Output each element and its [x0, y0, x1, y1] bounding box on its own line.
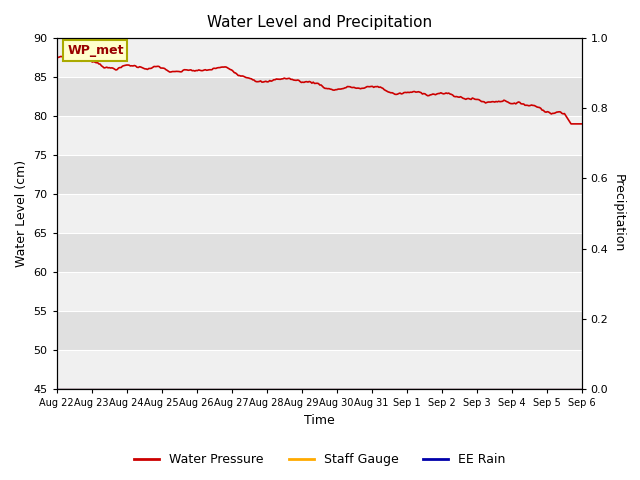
Line: Water Pressure: Water Pressure: [57, 56, 582, 124]
Bar: [57, 350, 582, 389]
Bar: [57, 272, 582, 311]
Water Pressure: [225, 66, 233, 72]
Bar: [57, 38, 582, 77]
Staff Gauge: [435, 386, 442, 392]
Water Pressure: [53, 55, 61, 60]
X-axis label: Time: Time: [304, 414, 335, 427]
EE Rain: [432, 386, 440, 392]
EE Rain: [578, 386, 586, 392]
Title: Water Level and Precipitation: Water Level and Precipitation: [207, 15, 432, 30]
Staff Gauge: [224, 386, 232, 392]
Staff Gauge: [432, 386, 440, 392]
Y-axis label: Water Level (cm): Water Level (cm): [15, 160, 28, 267]
EE Rain: [260, 386, 268, 392]
Bar: [57, 194, 582, 233]
Water Pressure: [567, 121, 575, 127]
Water Pressure: [385, 89, 392, 95]
EE Rain: [383, 386, 390, 392]
Bar: [57, 116, 582, 155]
Water Pressure: [433, 91, 441, 97]
Water Pressure: [436, 91, 444, 96]
EE Rain: [224, 386, 232, 392]
Bar: [57, 155, 582, 194]
Y-axis label: Precipitation: Precipitation: [612, 174, 625, 252]
Staff Gauge: [578, 386, 586, 392]
EE Rain: [53, 386, 61, 392]
Staff Gauge: [260, 386, 268, 392]
EE Rain: [116, 386, 124, 392]
Bar: [57, 311, 582, 350]
Bar: [57, 77, 582, 116]
Water Pressure: [61, 53, 68, 59]
Staff Gauge: [116, 386, 124, 392]
Water Pressure: [117, 65, 125, 71]
Water Pressure: [262, 78, 269, 84]
Legend: Water Pressure, Staff Gauge, EE Rain: Water Pressure, Staff Gauge, EE Rain: [129, 448, 511, 471]
Staff Gauge: [383, 386, 390, 392]
EE Rain: [435, 386, 442, 392]
Water Pressure: [578, 121, 586, 127]
Staff Gauge: [53, 386, 61, 392]
Text: WP_met: WP_met: [67, 44, 124, 57]
Bar: [57, 233, 582, 272]
